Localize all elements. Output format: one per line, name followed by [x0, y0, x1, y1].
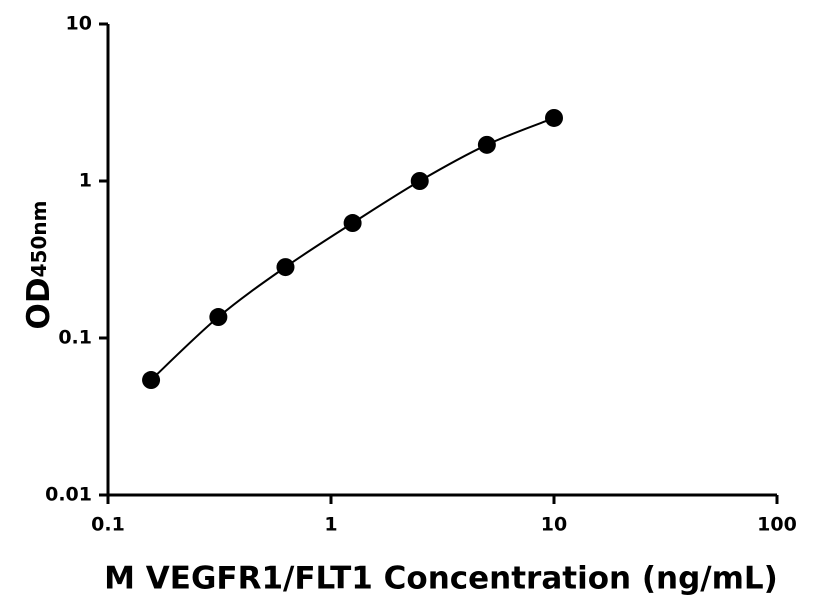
data-point — [276, 258, 295, 277]
y-tick-label: 0.1 — [58, 327, 92, 349]
x-tick-label: 100 — [757, 514, 797, 536]
y-axis-title: OD450nm — [21, 201, 57, 330]
x-tick-label: 10 — [541, 514, 567, 536]
y-tick-label: 1 — [79, 170, 92, 192]
y-tick-label: 0.01 — [45, 484, 92, 506]
y-axis-title-main: OD — [21, 277, 57, 329]
data-point — [209, 308, 228, 327]
data-point — [410, 172, 429, 190]
data-point — [343, 214, 362, 233]
y-axis-title-sub: 450nm — [27, 201, 51, 278]
data-point — [477, 135, 496, 154]
x-axis-title: M VEGFR1/FLT1 Concentration (ng/mL) — [104, 561, 778, 597]
y-tick-label: 10 — [66, 13, 92, 35]
data-point — [545, 108, 563, 127]
fit-line — [150, 117, 555, 381]
data-point — [142, 371, 161, 390]
x-tick-label: 1 — [324, 514, 337, 536]
x-tick-label: 0.1 — [91, 514, 125, 536]
